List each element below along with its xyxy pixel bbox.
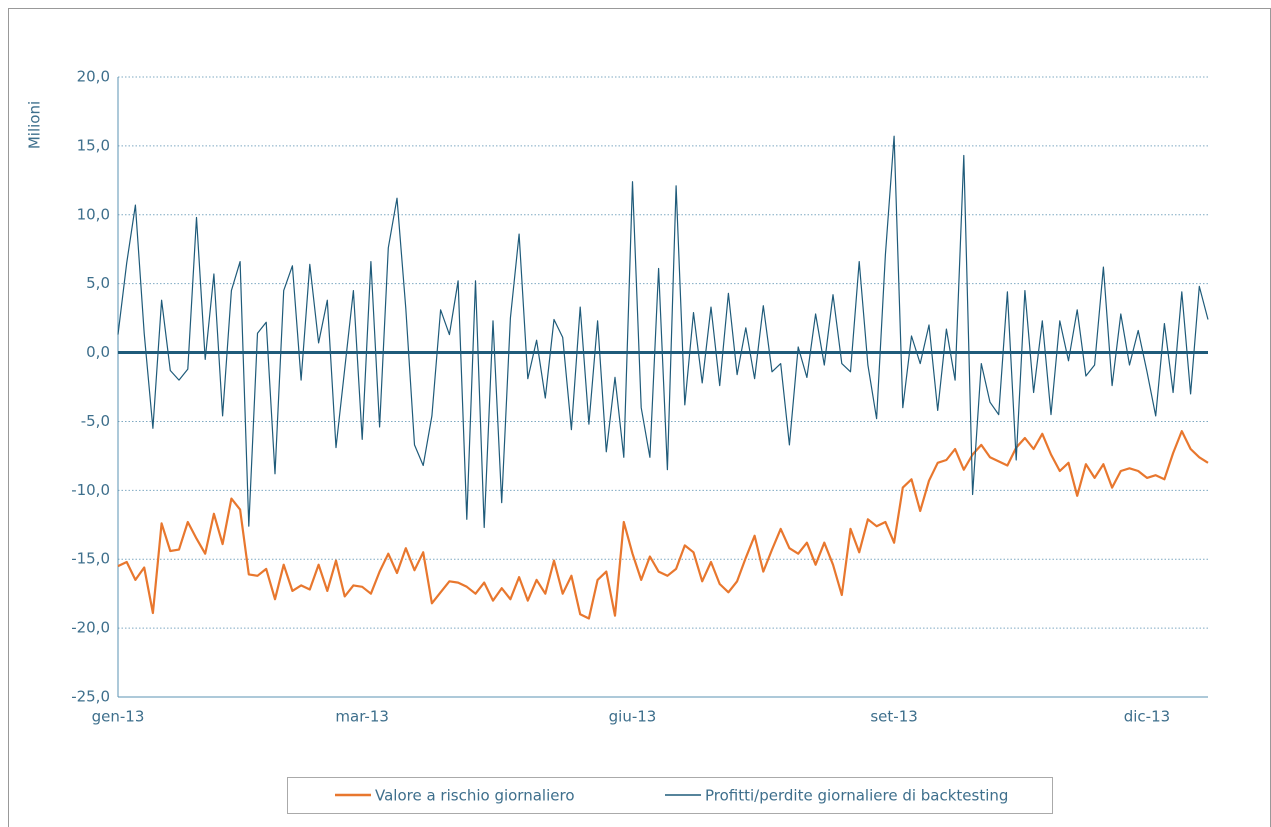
x-tick-label: gen-13 <box>92 708 145 726</box>
legend-label: Profitti/perdite giornaliere di backtest… <box>705 787 1008 805</box>
y-axis-label: Milioni <box>26 101 44 149</box>
x-tick-label: mar-13 <box>335 708 389 726</box>
series-line <box>117 135 1209 529</box>
y-tick-label: 20,0 <box>77 68 110 86</box>
x-tick-label: giu-13 <box>609 708 657 726</box>
y-tick-label: 10,0 <box>77 205 110 223</box>
y-tick-label: 15,0 <box>77 136 110 154</box>
x-tick-label: dic-13 <box>1124 708 1170 726</box>
y-tick-label: -25,0 <box>71 688 110 706</box>
legend-label: Valore a rischio giornaliero <box>375 787 575 805</box>
y-tick-label: -5,0 <box>81 412 110 430</box>
y-tick-label: -10,0 <box>71 481 110 499</box>
y-tick-label: 0,0 <box>86 343 110 361</box>
x-tick-label: set-13 <box>870 708 917 726</box>
series-line <box>117 430 1209 620</box>
frame <box>8 8 1271 827</box>
y-tick-label: -20,0 <box>71 619 110 637</box>
y-tick-label: -15,0 <box>71 550 110 568</box>
y-tick-label: 5,0 <box>86 274 110 292</box>
